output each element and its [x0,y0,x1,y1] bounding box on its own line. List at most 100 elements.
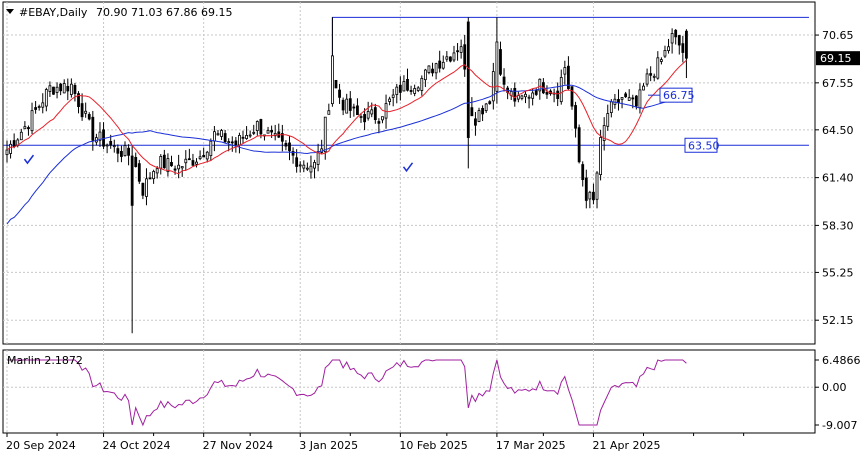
candle [434,62,438,80]
checkmark-icon [402,162,414,173]
candle-body-up [423,69,427,81]
candle-body-down [574,105,577,129]
candle-body-down [474,118,477,126]
candle [577,124,581,164]
candle [670,28,674,54]
candle [413,84,417,97]
candle [520,94,524,101]
price-tick-label: 61.40 [822,172,854,185]
price-tick-label: 67.55 [822,77,854,90]
candle-body-up [41,102,45,108]
candle [248,130,252,138]
candle [423,68,427,88]
oscillator-pane[interactable] [2,349,816,434]
candle [366,101,370,121]
time-tick-label: 24 Oct 2024 [103,439,171,452]
candle-body-up [652,75,656,78]
candle [141,182,145,200]
candle [145,168,148,206]
candle-body-up [588,191,592,200]
candle [595,171,599,209]
candle [427,65,431,75]
level-label-box[interactable] [684,137,718,153]
candle [599,129,602,181]
candle-body-up [427,65,431,73]
candle-body-down [241,136,245,139]
candle [627,89,631,101]
candle-body-down [499,49,502,75]
candle-body-up [123,145,127,157]
candle-body-up [198,156,202,160]
candle [484,102,488,113]
candle-body-up [220,130,223,137]
candle [59,83,63,96]
candle-body-up [395,86,399,95]
candle [252,124,256,136]
candle-body-up [213,131,216,142]
candle-body-down [27,127,30,130]
candle-body-down [270,129,274,133]
candle-body-up [659,59,663,62]
candle-body-down [674,29,678,38]
candle-body-up [62,83,66,94]
candle-body-down [137,163,141,182]
candle-body-up [381,116,384,121]
candle [202,147,206,158]
candle [488,100,492,105]
candle-body-up [459,46,463,53]
candle [241,130,245,143]
candle [373,103,377,124]
candle-body-down [470,107,474,117]
candle-body-down [581,164,585,181]
candle [352,103,356,117]
candle-body-down [259,119,263,135]
candle-body-down [567,65,570,89]
candle-body-down [12,140,16,147]
candle [302,160,306,173]
price-tick-label: 58.30 [822,219,854,232]
candle [438,50,442,73]
candle-body-up [620,97,624,100]
candle-body-up [166,158,170,173]
candle [305,162,309,171]
candle [584,169,588,209]
candle [445,51,449,62]
candle [341,97,345,116]
candle [91,110,95,151]
candle [327,103,331,115]
candle [298,161,302,173]
candle-body-up [48,85,52,92]
candle [381,116,384,124]
candle [98,122,102,147]
candle [656,51,660,80]
candle [474,111,477,136]
ohlc-values: 70.90 71.03 67.86 69.15 [96,6,232,19]
candle [184,150,188,171]
triangle-down-icon[interactable] [6,9,14,14]
candle [19,128,23,141]
candle-body-up [345,98,349,114]
candle-body-up [656,57,660,79]
candle [624,91,628,99]
candle-body-down [284,142,288,147]
price-pane[interactable] [2,1,816,345]
candle [431,62,434,77]
candle-body-up [516,95,520,100]
candle [137,159,141,184]
level-label-box[interactable] [659,87,693,103]
candle [198,150,202,161]
candle [62,79,66,94]
candle [66,78,70,101]
candle-body-up [663,50,667,57]
candle [27,125,30,136]
candle-body-up [180,166,184,169]
candle [677,34,681,55]
candle-body-up [495,41,499,92]
candle-body-down [34,107,38,110]
candle-body-down [59,83,63,92]
symbol-label: #EBAY,Daily [19,6,88,19]
osc-tick-label: 6.4866 [822,354,861,367]
candle-body-up [69,83,73,95]
level-label-text: 66.75 [663,89,695,102]
